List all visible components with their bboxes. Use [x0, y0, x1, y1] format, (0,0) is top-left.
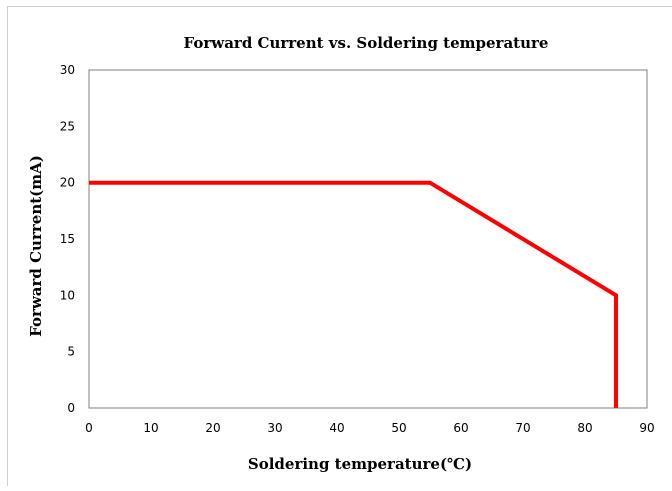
- x-tick-label: 30: [267, 421, 282, 435]
- x-tick-label: 90: [639, 421, 654, 435]
- x-tick-label: 50: [391, 421, 406, 435]
- x-tick-label: 40: [329, 421, 344, 435]
- y-tick-label: 20: [60, 176, 75, 190]
- y-tick-label: 15: [60, 232, 75, 246]
- x-tick-labels: 0 10 20 30 40 50 60 70 80 90: [85, 421, 654, 435]
- x-tick-label: 70: [515, 421, 530, 435]
- chart-title: Forward Current vs. Soldering temperatur…: [184, 34, 549, 52]
- x-tick-label: 0: [85, 421, 93, 435]
- y-tick-label: 5: [67, 345, 75, 359]
- series-line: [89, 180, 618, 408]
- plot-border: [88, 69, 648, 409]
- plot-area: [88, 69, 648, 409]
- x-tick-label: 20: [205, 421, 220, 435]
- series-layer: [88, 180, 618, 409]
- x-axis-label: Soldering temperature(℃): [248, 455, 472, 473]
- y-tick-label: 30: [60, 63, 75, 77]
- y-tick-label: 10: [60, 288, 75, 302]
- x-tick-label: 80: [577, 421, 592, 435]
- y-tick-labels: 0 5 10 15 20 25 30: [60, 63, 75, 415]
- y-tick-label: 0: [67, 401, 75, 415]
- x-tick-label: 10: [143, 421, 158, 435]
- y-tick-label: 25: [60, 119, 75, 133]
- x-tick-label: 60: [453, 421, 468, 435]
- y-axis-label: Forward Current(mA): [27, 155, 45, 337]
